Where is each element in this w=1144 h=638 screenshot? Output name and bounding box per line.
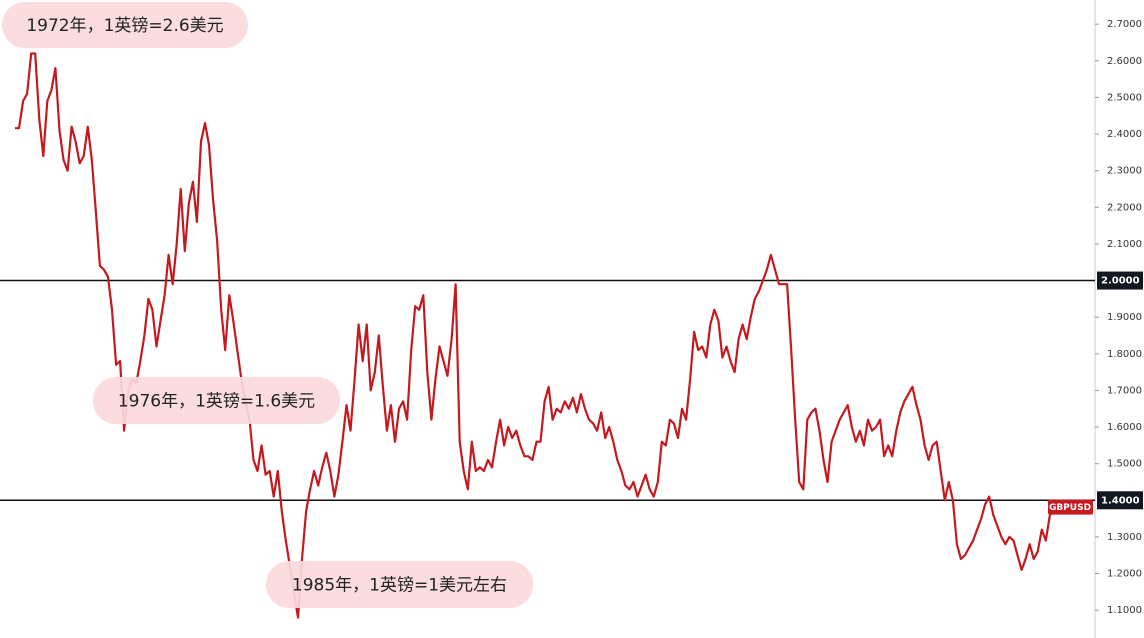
series-name: GBPUSD — [1049, 503, 1091, 513]
price-line — [15, 52, 1063, 619]
series-tag — [1048, 499, 1093, 515]
y-tick-label: 1.5000 — [1107, 459, 1142, 470]
y-tick-label: 1.2000 — [1107, 569, 1142, 580]
price-box — [1097, 271, 1143, 290]
annotation-bubble — [93, 377, 340, 424]
y-tick-label: 1.3000 — [1107, 532, 1142, 543]
annotation-bubble — [266, 561, 533, 608]
y-tick-label: 2.3000 — [1107, 166, 1142, 177]
annotation: 1985年，1英镑=1美元左右 — [292, 576, 507, 596]
y-tick-label: 2.5000 — [1107, 92, 1142, 103]
y-tick-label: 1.7000 — [1107, 385, 1142, 396]
y-tick-label: 2.1000 — [1107, 239, 1142, 250]
y-tick-label: 2.7000 — [1107, 19, 1142, 30]
annotation-bubble — [2, 2, 248, 48]
price-label: 2.0000 — [1101, 276, 1140, 287]
annotation: 1976年，1英镑=1.6美元 — [118, 392, 315, 412]
price-label: 1.4000 — [1101, 495, 1140, 506]
y-tick-label: 1.9000 — [1107, 312, 1142, 323]
y-tick-label: 2.4000 — [1107, 129, 1142, 140]
annotation: 1972年，1英镑=2.6美元 — [26, 16, 223, 36]
y-tick-label: 2.2000 — [1107, 202, 1142, 213]
y-tick-label: 1.1000 — [1107, 605, 1142, 616]
y-tick-label: 2.6000 — [1107, 56, 1142, 67]
y-tick-label: 1.8000 — [1107, 349, 1142, 360]
price-box — [1097, 491, 1143, 510]
y-tick-label: 1.6000 — [1107, 422, 1142, 433]
